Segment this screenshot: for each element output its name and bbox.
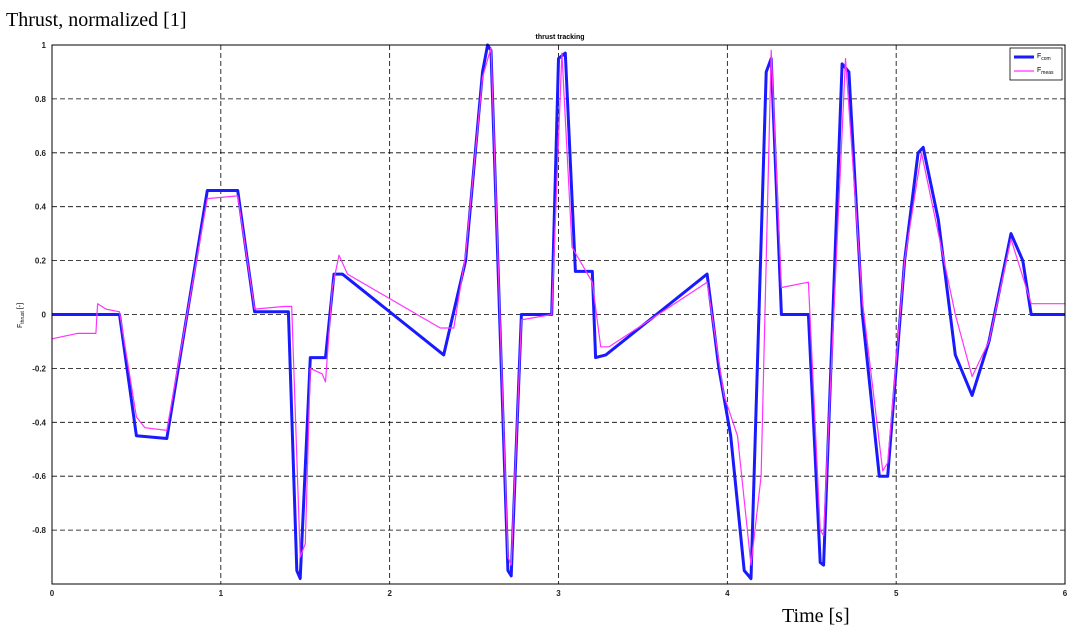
y-tick-label: -0.8 [32, 526, 46, 535]
x-tick-label: 2 [387, 589, 392, 598]
y-tick-label: 0.2 [35, 257, 47, 266]
series-line [52, 43, 1065, 581]
y-tick-label: 1 [42, 41, 47, 50]
series-line [51, 47, 1065, 566]
x-axis-label: Time [s] [782, 605, 850, 627]
x-tick-label: 6 [1063, 589, 1068, 598]
y-tick-label: 0.8 [35, 95, 47, 104]
legend-subscript: com [1041, 56, 1050, 62]
x-tick-label: 0 [50, 589, 55, 598]
y-axis-label: Fthrust[-] [17, 303, 26, 328]
legend-name: F [1037, 53, 1041, 60]
legend-label: Fcom [1037, 53, 1051, 62]
x-tick-label: 1 [219, 589, 224, 598]
y-tick-label: 0.4 [35, 203, 47, 212]
annotation: Thrust, normalized [1] [6, 9, 187, 31]
chart-title: thrust tracking [535, 34, 584, 41]
legend-label: Fmeas [1037, 67, 1054, 76]
legend-subscript: meas [1041, 70, 1054, 76]
x-tick-label: 5 [894, 589, 899, 598]
x-tick-label: 4 [725, 589, 730, 598]
y-tick-label: 0 [42, 311, 47, 320]
x-tick-label: 3 [556, 589, 561, 598]
y-tick-label: 0.6 [35, 149, 47, 158]
y-tick-label: -0.4 [32, 418, 46, 427]
y-tick-label: -0.2 [32, 364, 46, 373]
y-tick-label: -0.6 [32, 472, 46, 481]
legend-name: F [1037, 67, 1041, 74]
plot-frame [51, 44, 1066, 585]
legend-box [1009, 47, 1063, 81]
